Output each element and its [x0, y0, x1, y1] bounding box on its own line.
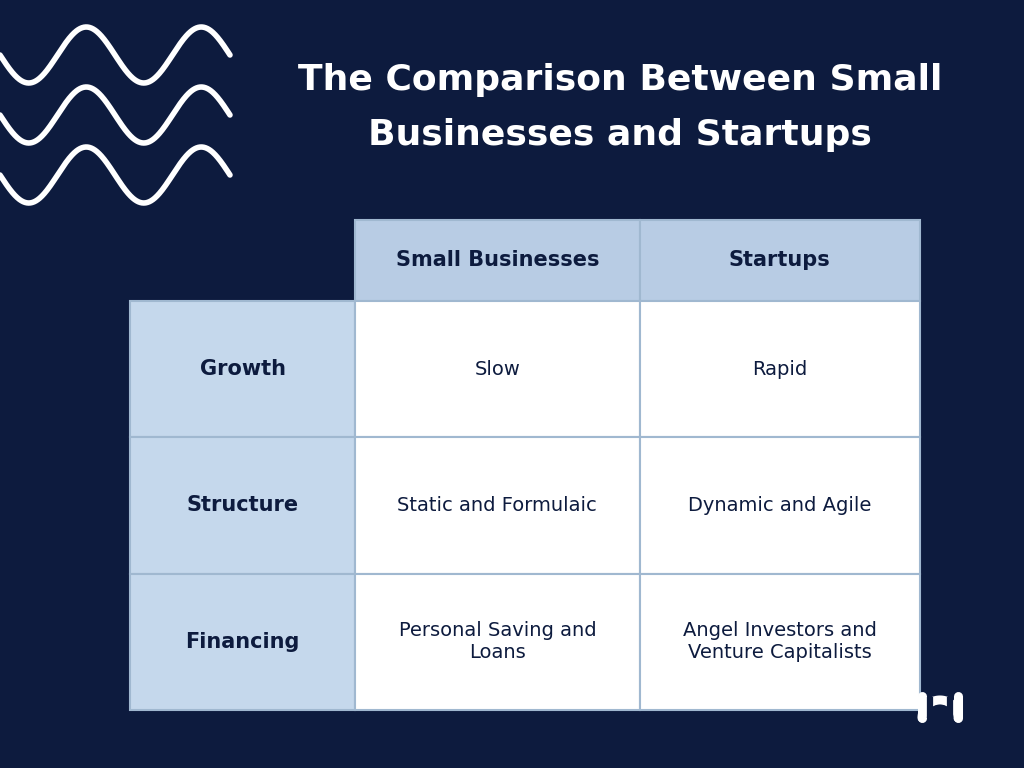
Bar	[640, 437, 920, 574]
Text: Financing: Financing	[185, 632, 300, 652]
Text: Structure: Structure	[186, 495, 299, 515]
Text: Personal Saving and
Loans: Personal Saving and Loans	[398, 621, 596, 662]
Text: Slow: Slow	[474, 359, 520, 379]
Bar	[355, 301, 640, 437]
Text: Static and Formulaic: Static and Formulaic	[397, 496, 597, 515]
Bar	[640, 301, 920, 437]
Text: Dynamic and Agile: Dynamic and Agile	[688, 496, 871, 515]
Text: Angel Investors and
Venture Capitalists: Angel Investors and Venture Capitalists	[683, 621, 877, 662]
Bar	[355, 220, 640, 301]
Bar	[130, 301, 355, 437]
Text: Startups: Startups	[729, 250, 830, 270]
Bar	[130, 574, 355, 710]
Bar	[355, 437, 640, 574]
Bar	[640, 574, 920, 710]
Text: The Comparison Between Small: The Comparison Between Small	[298, 63, 942, 97]
Bar	[355, 574, 640, 710]
Text: Growth: Growth	[200, 359, 286, 379]
Bar	[640, 220, 920, 301]
Text: Rapid: Rapid	[753, 359, 807, 379]
Bar	[130, 437, 355, 574]
Text: Small Businesses: Small Businesses	[395, 250, 599, 270]
Text: Businesses and Startups: Businesses and Startups	[368, 118, 872, 152]
